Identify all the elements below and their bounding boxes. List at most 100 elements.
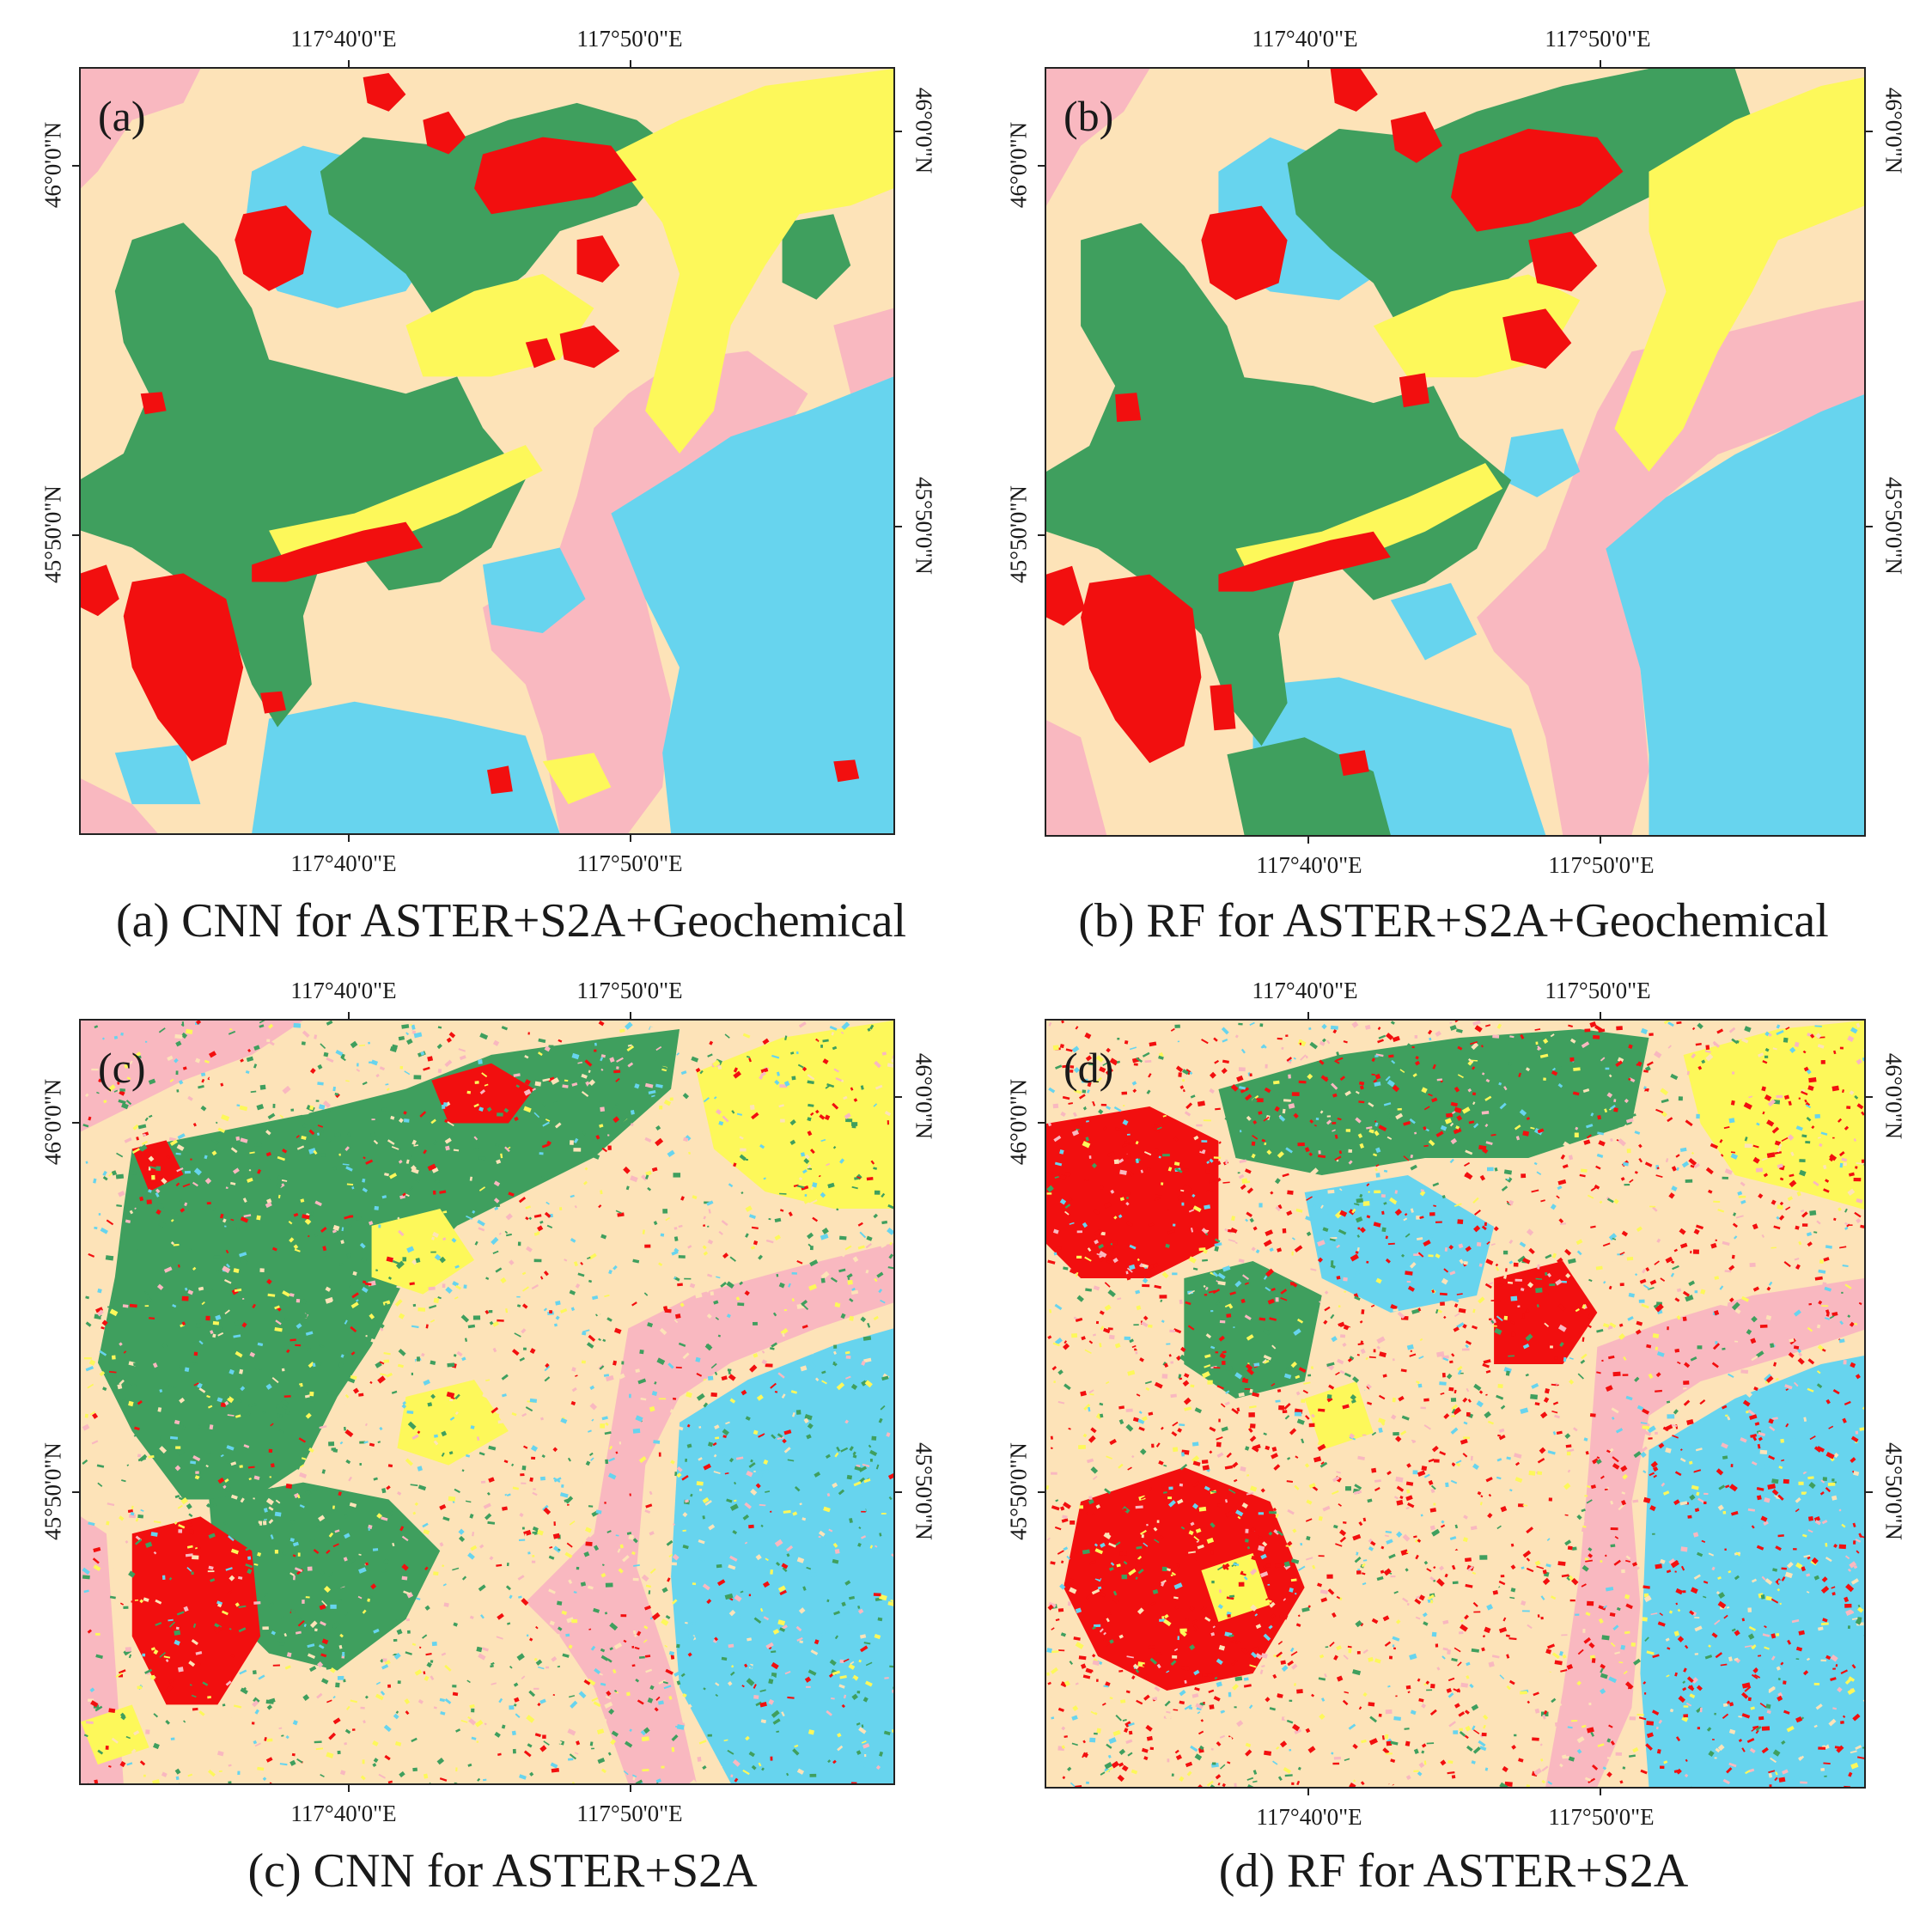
panel-d: (d) 117°40'0"E 117°50'0"E 117°40'0"E 117…	[966, 966, 1931, 1931]
lat-tick-label: 46°0'0"N	[1880, 1052, 1907, 1140]
red-region	[252, 521, 424, 582]
lon-tick-label: 117°40'0"E	[1256, 852, 1362, 878]
classification-map-c	[81, 1021, 893, 1783]
blue-region	[611, 376, 893, 833]
red-region	[1201, 205, 1288, 301]
yellow-region	[1614, 76, 1864, 472]
panel-caption: (d) RF for ASTER+S2A	[1218, 1844, 1689, 1898]
blue-region	[252, 701, 560, 833]
red-region	[1330, 69, 1378, 112]
map-c: (c)	[79, 1019, 895, 1785]
pink-region	[1046, 69, 1150, 206]
red-region	[1218, 531, 1391, 592]
red-region	[1064, 1467, 1305, 1691]
yellow-region	[1683, 1021, 1864, 1210]
lat-tick-label: 45°50'0"N	[911, 477, 937, 575]
red-region	[81, 564, 119, 617]
map-b: (b)	[1045, 67, 1866, 837]
lon-tick-label: 117°40'0"E	[290, 978, 397, 1003]
lat-tick-label: 46°0'0"N	[1005, 121, 1032, 209]
red-region	[1046, 565, 1086, 626]
blue-region	[1390, 582, 1478, 661]
lon-tick-label: 117°40'0"E	[290, 850, 397, 876]
classification-map-b	[1046, 69, 1864, 835]
panel-label: (d)	[1064, 1044, 1114, 1092]
red-region	[131, 1516, 261, 1705]
lon-tick-label: 117°50'0"E	[1548, 852, 1655, 878]
lat-tick-label: 46°0'0"N	[40, 121, 66, 209]
blue-region	[671, 1328, 893, 1783]
classification-map-d	[1046, 1021, 1864, 1787]
lon-tick-label: 117°50'0"E	[1545, 978, 1651, 1003]
red-region	[1081, 574, 1202, 764]
blue-region	[1304, 1175, 1495, 1313]
lon-tick-label: 117°40'0"E	[1252, 978, 1358, 1003]
yellow-region	[696, 1021, 893, 1210]
panel-a: (a) 117°40'0"E 117°50'0"E 117°40'0"E 117…	[0, 0, 966, 966]
lon-tick-label: 117°40'0"E	[1256, 1804, 1362, 1830]
red-region	[1399, 373, 1429, 408]
blue-region	[1606, 394, 1864, 835]
green-region	[1218, 1029, 1649, 1175]
lat-tick-label: 46°0'0"N	[40, 1078, 66, 1166]
pink-region	[1477, 300, 1864, 835]
lon-tick-label: 117°50'0"E	[576, 1801, 683, 1826]
yellow-region	[81, 1704, 149, 1765]
red-region	[1338, 750, 1369, 777]
yellow-region	[397, 1380, 509, 1466]
red-region	[1046, 1106, 1219, 1278]
panel-b: (b) 117°40'0"E 117°50'0"E 117°40'0"E 117…	[966, 0, 1931, 966]
green-region	[782, 214, 851, 300]
speckle-layer	[1046, 1021, 1864, 1787]
lat-tick-label: 45°50'0"N	[911, 1442, 937, 1540]
yellow-region	[269, 445, 543, 565]
green-region	[209, 1482, 441, 1671]
lon-tick-label: 117°50'0"E	[1545, 26, 1651, 52]
red-region	[1528, 231, 1598, 292]
blue-region	[1502, 429, 1581, 497]
red-region	[260, 691, 286, 714]
yellow-region	[1304, 1381, 1374, 1450]
panel-caption: (c) CNN for ASTER+S2A	[247, 1844, 758, 1898]
green-region	[1046, 222, 1512, 747]
blue-region	[114, 744, 201, 805]
lat-tick-label: 45°50'0"N	[1005, 485, 1032, 583]
pink-region	[81, 778, 158, 833]
classification-map-a	[81, 69, 893, 833]
panel-c: (c) 117°40'0"E 117°50'0"E 117°40'0"E 117…	[0, 966, 966, 1931]
red-region	[131, 1140, 184, 1192]
pink-region	[833, 308, 893, 394]
yellow-region	[371, 1209, 475, 1295]
map-d: (d)	[1045, 1019, 1866, 1789]
red-region	[525, 338, 556, 369]
lon-tick-label: 117°50'0"E	[576, 26, 683, 52]
yellow-region	[611, 69, 893, 454]
red-region	[235, 205, 312, 291]
lon-tick-label: 117°40'0"E	[290, 26, 397, 52]
red-region	[123, 573, 244, 762]
pink-region	[1046, 720, 1107, 835]
red-region	[833, 759, 860, 783]
lat-tick-label: 46°0'0"N	[1005, 1078, 1032, 1166]
lat-tick-label: 46°0'0"N	[911, 87, 937, 174]
lat-tick-label: 45°50'0"N	[40, 485, 66, 583]
panel-label: (a)	[98, 92, 146, 140]
lon-tick-label: 117°50'0"E	[576, 978, 683, 1003]
lat-tick-label: 45°50'0"N	[1005, 1442, 1032, 1540]
yellow-region	[542, 753, 612, 805]
speckle-layer	[82, 1021, 893, 1783]
panel-label: (c)	[98, 1044, 146, 1092]
lon-tick-label: 117°50'0"E	[1548, 1804, 1655, 1830]
red-region	[1502, 308, 1572, 369]
red-region	[423, 111, 466, 155]
panel-caption: (b) RF for ASTER+S2A+Geochemical	[1078, 894, 1829, 948]
red-region	[363, 72, 406, 112]
lat-tick-label: 45°50'0"N	[40, 1442, 66, 1540]
red-region	[559, 325, 620, 369]
map-a: (a)	[79, 67, 895, 835]
red-region	[1494, 1261, 1598, 1364]
red-region	[576, 235, 620, 283]
pink-region	[81, 1021, 303, 1132]
lon-tick-label: 117°40'0"E	[1252, 26, 1358, 52]
panel-label: (b)	[1064, 92, 1114, 140]
